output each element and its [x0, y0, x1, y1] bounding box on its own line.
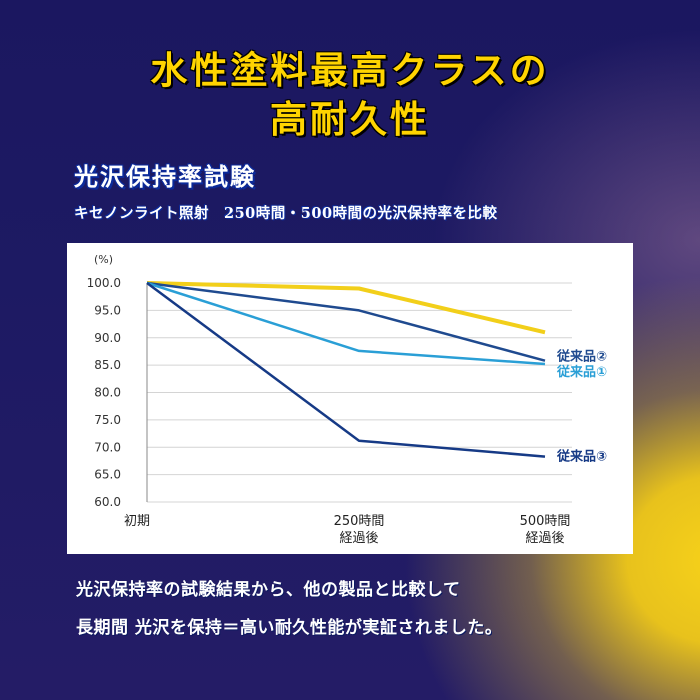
y-tick-label: 65.0 [94, 468, 121, 482]
series-label-2: 従来品② [556, 349, 607, 365]
y-tick-label: 100.0 [87, 276, 121, 290]
y-tick-label: 70.0 [94, 440, 121, 454]
y-tick-label: 90.0 [94, 331, 121, 345]
chart-svg: (%) 100.0 95.0 90.0 85.0 80.0 75.0 70.0 65.0 60.0… [87, 253, 607, 546]
y-tick-label: 60.0 [94, 495, 121, 509]
series-label-3: 従来品① [556, 364, 607, 380]
y-tick-label: 85.0 [94, 358, 121, 372]
headline-line-1: 水性塗料最高クラスの [150, 48, 550, 92]
headline-line-2: 高耐久性 [270, 97, 430, 141]
y-tick-label: 80.0 [94, 386, 121, 400]
test-title: 光沢保持率試験 [74, 162, 256, 191]
test-condition: キセノンライト照射 250時間・500時間の光沢保持率を比較 [74, 205, 498, 222]
series-line-2 [146, 281, 546, 362]
series-line-4 [146, 281, 546, 458]
y-tick-label: 75.0 [94, 413, 121, 427]
x-tick-label: 初期 [124, 514, 150, 529]
series-line-1 [146, 281, 546, 335]
series-label-4: 従来品③ [556, 449, 607, 465]
x-tick-label-line2: 経過後 [339, 531, 378, 546]
y-axis-label: (%) [94, 253, 113, 266]
footer-line-2: 長期間 光沢を保持＝高い耐久性能が実証されました。 [76, 618, 503, 638]
x-tick-label: 500時間 [520, 514, 571, 529]
x-tick-label-line2: 経過後 [525, 531, 564, 546]
y-tick-label: 95.0 [94, 303, 121, 317]
gloss-retention-chart: (%) 100.0 95.0 90.0 85.0 80.0 75.0 70.0 65.0 60.0… [67, 243, 633, 554]
x-tick-label: 250時間 [334, 514, 385, 529]
series-line-3 [146, 281, 546, 366]
footer-line-1: 光沢保持率の試験結果から、他の製品と比較して [76, 580, 461, 600]
